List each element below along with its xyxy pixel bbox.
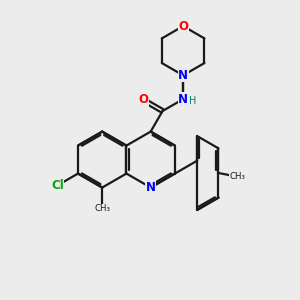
Text: N: N bbox=[146, 181, 156, 194]
Text: CH₃: CH₃ bbox=[230, 172, 246, 181]
Text: H: H bbox=[189, 96, 196, 106]
Text: Cl: Cl bbox=[51, 179, 64, 192]
Text: N: N bbox=[178, 93, 188, 106]
Text: O: O bbox=[138, 93, 148, 106]
Text: O: O bbox=[178, 20, 188, 33]
Text: CH₃: CH₃ bbox=[94, 204, 110, 213]
Text: N: N bbox=[178, 69, 188, 82]
